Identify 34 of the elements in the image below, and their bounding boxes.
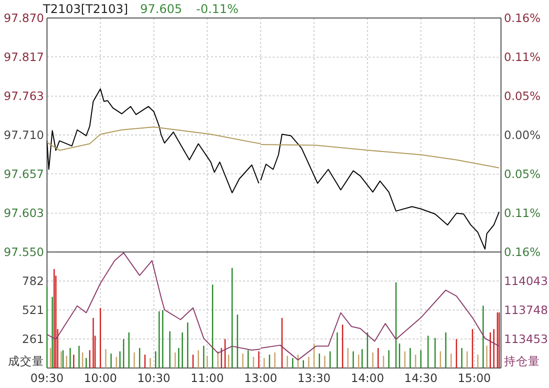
y2-tick-label: 0.11% xyxy=(504,50,541,64)
y-tick-label: 97.870 xyxy=(4,11,44,25)
y2-tick-label: 114043 xyxy=(504,274,548,288)
chart-title: T2103[T2103] xyxy=(42,2,128,16)
y-tick-label: 261 xyxy=(22,332,44,346)
x-tick-label: 10:30 xyxy=(137,371,170,385)
x-tick-label: 09:30 xyxy=(30,371,64,385)
text: -0.11% xyxy=(196,2,239,16)
y2-tick-label: 113748 xyxy=(504,303,548,317)
y2-tick-label: 113453 xyxy=(504,332,548,346)
x-tick-label: 14:30 xyxy=(404,371,438,385)
y-tick-label: 97.710 xyxy=(4,128,44,142)
y2-axis-title: 持仓量 xyxy=(504,355,540,368)
y-tick-label: 782 xyxy=(22,274,44,288)
y2-tick-label: 0.16% xyxy=(504,245,541,259)
x-tick-label: 13:30 xyxy=(297,371,331,385)
y-tick-label: 521 xyxy=(22,303,44,318)
y-axis-title: 成交量 xyxy=(8,354,44,368)
y-tick-label: 97.603 xyxy=(4,206,44,220)
y2-tick-label: 0.05% xyxy=(504,167,541,182)
y2-tick-label: 0.16% xyxy=(504,11,541,25)
y-tick-label: 97.550 xyxy=(4,245,44,259)
x-tick-label: 15:00 xyxy=(458,371,491,385)
x-tick-label: 14:00 xyxy=(350,371,384,385)
y-tick-label: 97.763 xyxy=(4,89,44,104)
x-tick-label: 13:00 xyxy=(244,371,278,385)
y-tick-label: 97.657 xyxy=(4,166,44,181)
y2-tick-label: 0.11% xyxy=(504,206,541,220)
x-tick-label: 11:00 xyxy=(190,371,224,385)
y2-tick-label: 0.00% xyxy=(504,128,541,142)
y2-tick-label: 0.05% xyxy=(504,88,541,103)
x-tick-label: 10:00 xyxy=(84,371,117,385)
text: 97.605 xyxy=(140,2,182,16)
y-tick-label: 97.817 xyxy=(4,50,44,64)
